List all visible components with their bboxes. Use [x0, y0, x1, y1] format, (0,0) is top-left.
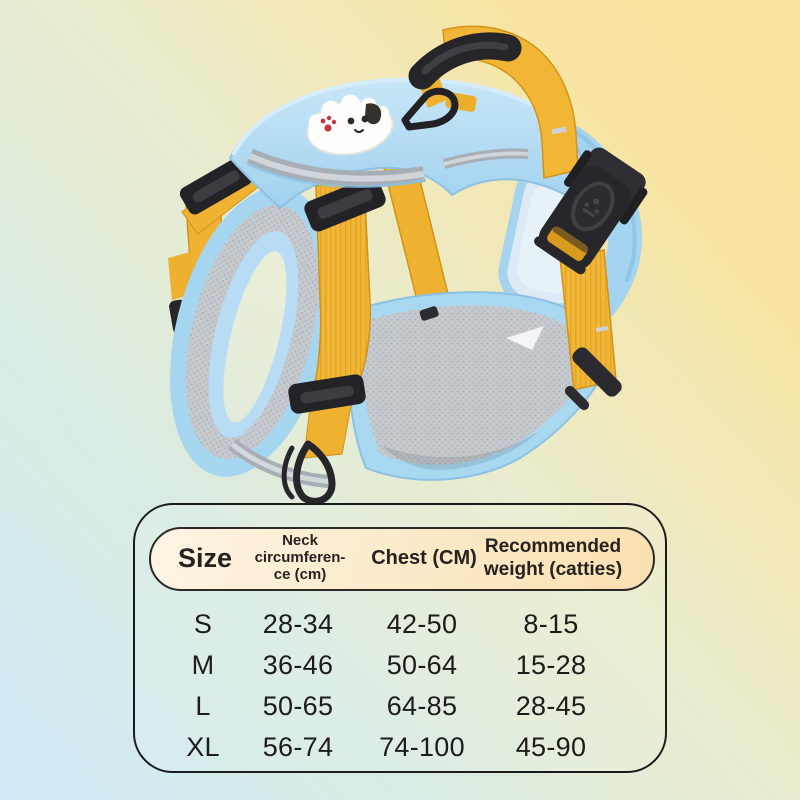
header-neck-line1: Neck circumferen-: [254, 532, 346, 567]
cell-chest: 42-50: [386, 609, 458, 639]
dog-face-badge: [306, 94, 394, 156]
header-size-line1: Size: [177, 543, 233, 573]
left-chest-strap-upper: [179, 157, 263, 235]
cell-chest: 64-85: [386, 691, 458, 721]
header-cell-neck: Neck circumferen- ce (cm): [240, 529, 360, 588]
leash-ring: [401, 87, 477, 131]
strap-keeper-loops: [281, 440, 336, 505]
table-row: M 36-46 50-64 15-28: [135, 645, 669, 686]
header-cell-chest: Chest (CM): [354, 529, 494, 588]
chest-strap-center: [288, 176, 386, 459]
cell-neck: 28-34: [262, 609, 334, 639]
buckle-strap-lower: [559, 249, 622, 411]
cell-neck: 50-65: [262, 691, 334, 721]
belly-panel: [345, 291, 612, 481]
cell-weight: 45-90: [515, 732, 587, 762]
cell-neck: 36-46: [262, 650, 334, 680]
buckle: [534, 147, 648, 275]
cell-weight: 28-45: [515, 691, 587, 721]
cell-size: M: [191, 650, 215, 680]
reflective-strip-front: [246, 148, 529, 189]
cell-neck: 56-74: [262, 732, 334, 762]
header-chest-line1: Chest (CM): [371, 547, 477, 569]
header-cell-size: Size: [155, 529, 255, 588]
table-row: L 50-65 64-85 28-45: [135, 686, 669, 727]
header-weight-line2: weight (catties): [483, 558, 623, 580]
cell-size: S: [193, 609, 213, 639]
cell-weight: 15-28: [515, 650, 587, 680]
header-weight-line1: Recommended: [484, 536, 622, 558]
cell-chest: 74-100: [379, 732, 465, 762]
table-row: S 28-34 42-50 8-15: [135, 604, 669, 645]
cell-weight: 8-15: [523, 609, 579, 639]
cell-size: XL: [186, 732, 220, 762]
reflective-strip-bottom: [227, 438, 335, 489]
size-table: Size Neck circumferen- ce (cm) Chest (CM…: [133, 503, 667, 773]
header-neck-line2: ce (cm): [273, 565, 327, 583]
product-photo: [168, 25, 648, 505]
header-cell-weight: Recommended weight (catties): [463, 529, 643, 588]
neck-opening: [170, 187, 334, 477]
size-table-header: Size Neck circumferen- ce (cm) Chest (CM…: [149, 527, 655, 591]
cell-size: L: [195, 691, 211, 721]
cell-chest: 50-64: [386, 650, 458, 680]
fabric-tag: [506, 326, 544, 350]
table-row: XL 56-74 74-100 45-90: [135, 727, 669, 768]
